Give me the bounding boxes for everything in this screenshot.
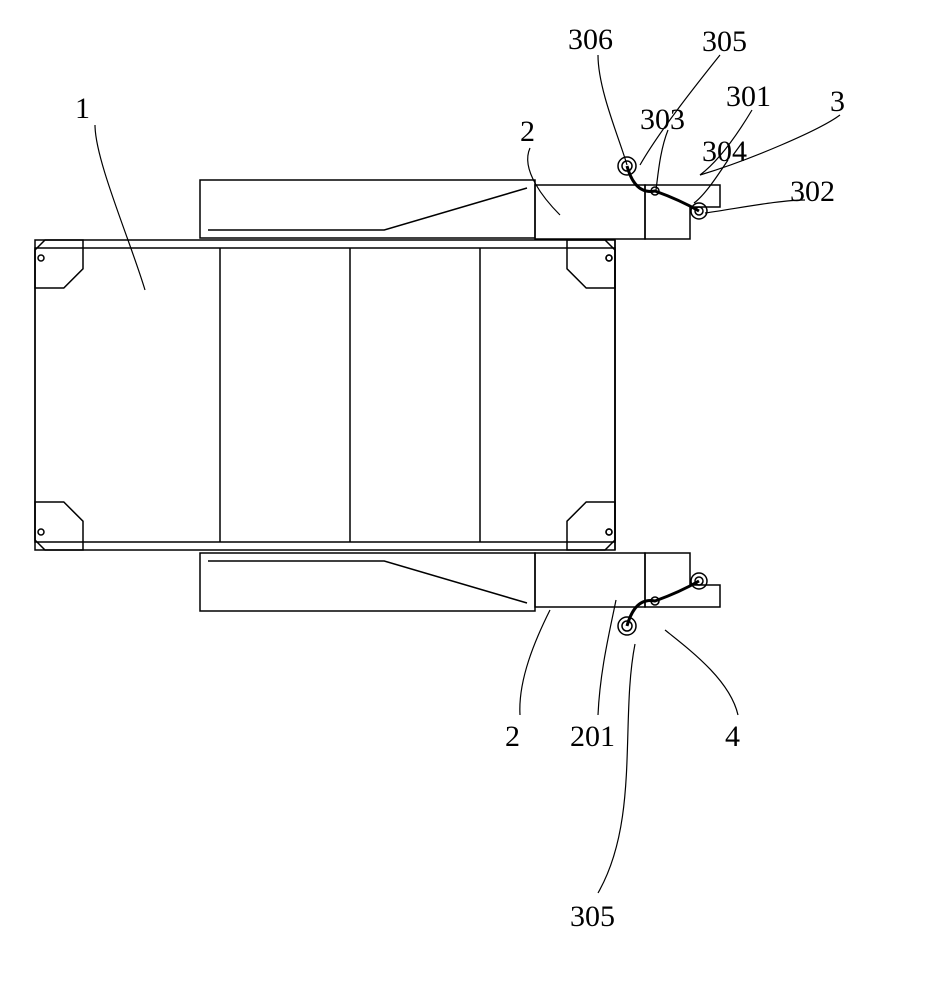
callout-label-302: 302 (790, 175, 835, 209)
callout-label-305b: 305 (570, 900, 615, 934)
callout-label-303: 303 (640, 103, 685, 137)
callout-label-306: 306 (568, 23, 613, 57)
callout-label-4: 4 (725, 720, 740, 754)
callout-label-201: 201 (570, 720, 615, 754)
callout-label-2a: 2 (520, 115, 535, 149)
callout-label-301: 301 (726, 80, 771, 114)
callout-label-2b: 2 (505, 720, 520, 754)
callout-label-304: 304 (702, 135, 747, 169)
callout-label-1: 1 (75, 92, 90, 126)
callout-label-3: 3 (830, 85, 845, 119)
technical-drawing (0, 0, 936, 1000)
callout-label-305a: 305 (702, 25, 747, 59)
